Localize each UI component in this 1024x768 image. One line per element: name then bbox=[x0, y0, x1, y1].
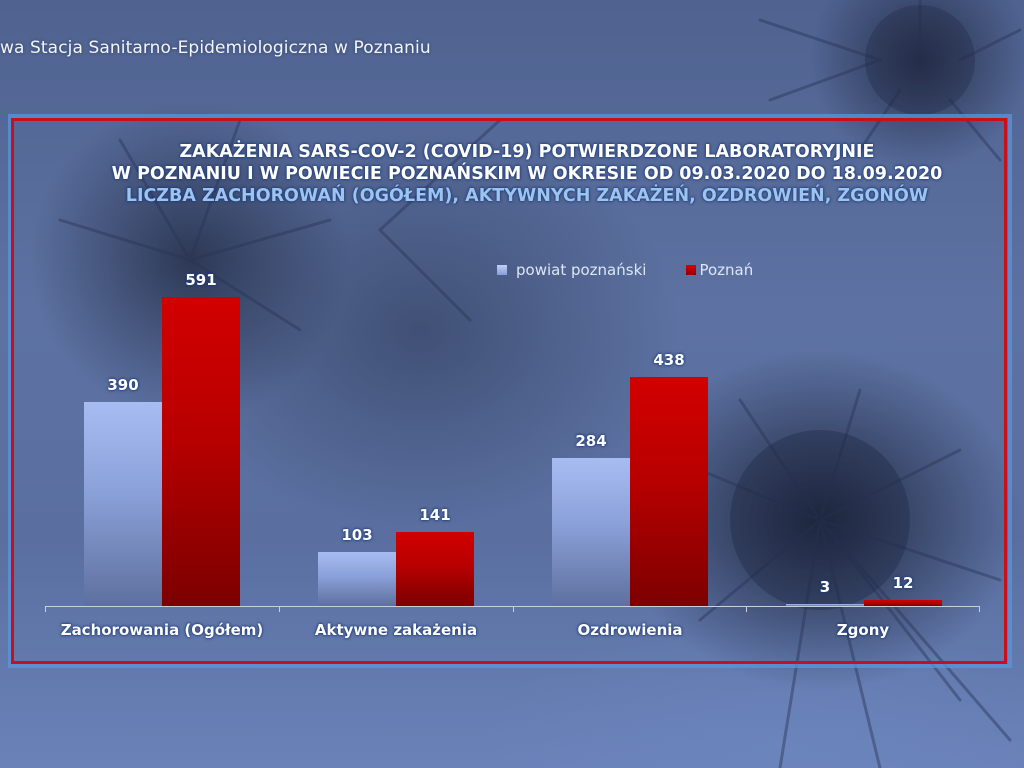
chart-title-line-2: W POZNANIU I W POWIECIE POZNAŃSKIM W OKR… bbox=[111, 164, 943, 184]
bar-powiat bbox=[84, 402, 162, 606]
legend-item-powiat: powiat poznański bbox=[497, 261, 646, 279]
legend-label-poznan: Poznań bbox=[699, 261, 754, 279]
x-axis-tick bbox=[279, 606, 280, 612]
category-label-aktywne: Aktywne zakażenia bbox=[314, 621, 478, 639]
legend-swatch-poznan bbox=[686, 265, 697, 275]
bar-poznan bbox=[396, 532, 474, 606]
legend-item-poznan: Poznań bbox=[686, 261, 753, 279]
legend-label-powiat: powiat poznański bbox=[516, 261, 647, 279]
organization-name: wa Stacja Sanitarno-Epidemiologiczna w P… bbox=[0, 38, 431, 58]
x-axis bbox=[45, 606, 980, 607]
legend-swatch-powiat bbox=[497, 265, 507, 275]
category-label-ozdrowienia: Ozdrowienia bbox=[577, 621, 683, 639]
category-label-zgony: Zgony bbox=[836, 621, 890, 639]
chart-frame-glow bbox=[8, 114, 1012, 668]
x-axis-tick bbox=[979, 606, 980, 612]
data-label-poznan: 12 bbox=[892, 574, 914, 592]
x-axis-tick bbox=[746, 606, 747, 612]
bar-powiat bbox=[318, 552, 396, 606]
data-label-poznan: 141 bbox=[419, 506, 451, 524]
x-axis-tick bbox=[513, 606, 514, 612]
bar-powiat bbox=[552, 458, 630, 606]
x-axis-tick bbox=[45, 606, 46, 612]
chart-legend: powiat poznański Poznań bbox=[497, 261, 753, 279]
data-label-powiat: 103 bbox=[341, 526, 373, 544]
bar-poznan bbox=[630, 377, 708, 606]
bar-poznan bbox=[162, 297, 240, 606]
bar-powiat bbox=[786, 604, 864, 606]
data-label-powiat: 3 bbox=[819, 578, 831, 596]
bar-poznan bbox=[864, 600, 942, 606]
data-label-powiat: 284 bbox=[575, 432, 607, 450]
category-label-zachorowania: Zachorowania (Ogółem) bbox=[60, 621, 264, 639]
data-label-powiat: 390 bbox=[107, 376, 139, 394]
chart-frame bbox=[11, 118, 1007, 664]
chart-title-line-1: ZAKAŻENIA SARS-COV-2 (COVID-19) POTWIERD… bbox=[179, 142, 875, 162]
chart-subtitle: LICZBA ZACHOROWAŃ (OGÓŁEM), AKTYWNYCH ZA… bbox=[125, 186, 929, 206]
data-label-poznan: 591 bbox=[185, 271, 217, 289]
data-label-poznan: 438 bbox=[653, 351, 685, 369]
